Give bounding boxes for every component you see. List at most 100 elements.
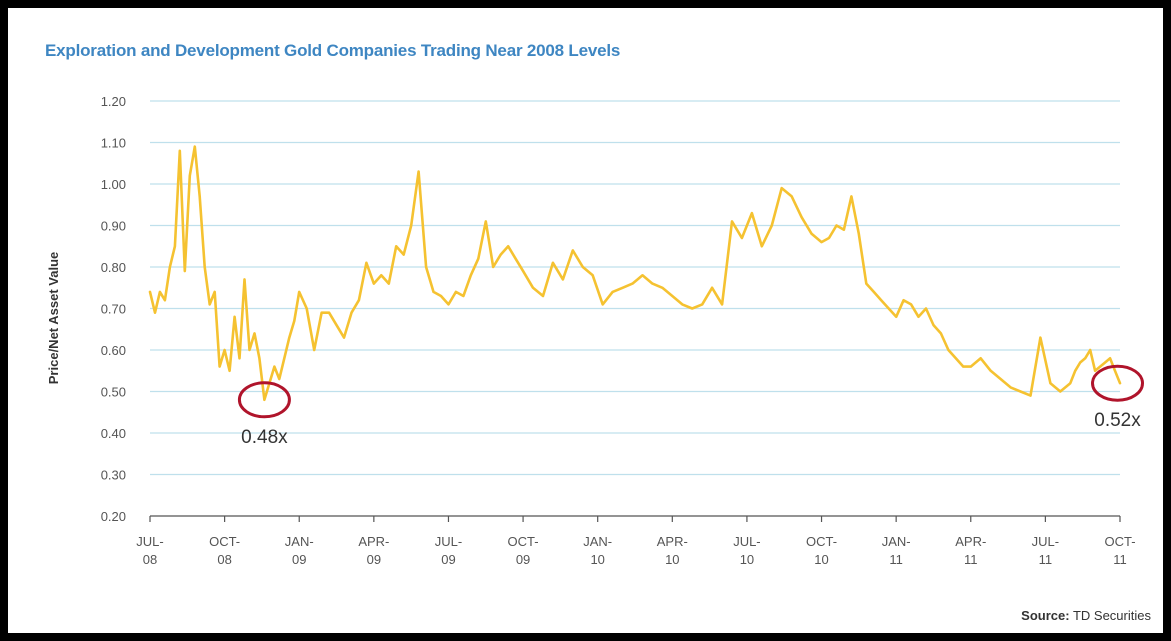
- data-point: [925, 307, 927, 310]
- data-point: [582, 266, 584, 268]
- data-point: [313, 349, 315, 351]
- data-point: [691, 307, 693, 310]
- x-tick-label: OCT-08: [209, 534, 240, 567]
- data-point: [154, 312, 156, 314]
- x-tick-label: JUL-09: [435, 534, 462, 567]
- chart-frame: Exploration and Development Gold Compani…: [8, 8, 1163, 633]
- source-value: TD Securities: [1072, 608, 1151, 623]
- data-point: [189, 175, 191, 177]
- data-point: [602, 303, 604, 305]
- data-point: [592, 274, 594, 276]
- data-point: [661, 287, 663, 289]
- x-tick-label: JUL-11: [1032, 534, 1059, 567]
- data-point: [174, 245, 176, 247]
- source-label: Source:: [1021, 608, 1070, 623]
- data-point: [500, 253, 502, 256]
- data-point: [288, 336, 290, 339]
- data-point: [940, 332, 942, 334]
- data-point: [542, 295, 544, 297]
- data-point: [283, 357, 285, 359]
- y-tick-label: 1.10: [101, 136, 126, 151]
- data-point: [970, 366, 972, 368]
- data-point: [711, 287, 713, 289]
- data-point: [149, 291, 151, 293]
- y-tick-label: 0.50: [101, 385, 126, 400]
- data-point: [350, 312, 353, 314]
- data-point: [1109, 357, 1111, 359]
- data-point: [395, 245, 397, 247]
- y-axis-label: Price/Net Asset Value: [46, 252, 61, 384]
- data-point: [273, 366, 275, 368]
- data-point: [532, 287, 534, 289]
- data-point: [761, 245, 763, 247]
- data-point: [820, 241, 823, 243]
- x-tick-label: JAN-09: [285, 534, 314, 567]
- data-point: [671, 295, 673, 297]
- y-tick-label: 1.00: [101, 177, 126, 192]
- data-point: [612, 291, 614, 293]
- data-point: [455, 291, 457, 293]
- data-point: [955, 357, 957, 359]
- data-point: [917, 316, 920, 318]
- x-tick-label: APR-09: [358, 534, 389, 567]
- data-point: [932, 324, 935, 326]
- data-point: [835, 224, 838, 227]
- data-point: [248, 349, 251, 351]
- data-point: [388, 283, 390, 285]
- data-point: [306, 307, 308, 310]
- data-point: [214, 291, 216, 293]
- data-point: [184, 270, 186, 272]
- annotation-circle: [1091, 364, 1145, 402]
- data-point: [447, 303, 450, 305]
- data-point: [194, 146, 196, 148]
- data-point: [233, 316, 236, 318]
- source-note: Source: TD Securities: [1021, 608, 1151, 623]
- data-point: [791, 195, 793, 198]
- x-tick-label: OCT-09: [508, 534, 539, 567]
- data-point: [850, 195, 852, 198]
- x-tick-label: OCT-10: [806, 534, 837, 567]
- data-point: [358, 299, 360, 301]
- x-tick-label: APR-10: [657, 534, 688, 567]
- data-point: [1069, 382, 1071, 384]
- data-point: [741, 237, 743, 239]
- data-point: [1000, 378, 1002, 380]
- data-point: [572, 249, 574, 251]
- data-point: [895, 316, 897, 318]
- y-tick-label: 0.80: [101, 260, 126, 275]
- data-point: [328, 312, 330, 314]
- data-point: [1119, 382, 1121, 384]
- data-point: [432, 291, 435, 293]
- data-point: [253, 332, 256, 334]
- data-point: [681, 303, 683, 305]
- data-point: [562, 278, 564, 281]
- data-point: [858, 233, 860, 235]
- data-point: [228, 370, 231, 372]
- data-point: [243, 278, 246, 281]
- data-point: [771, 224, 773, 227]
- data-point: [631, 283, 634, 285]
- data-point: [470, 274, 472, 276]
- data-point: [1029, 395, 1032, 397]
- data-point: [238, 357, 241, 359]
- data-point: [343, 336, 345, 339]
- data-point: [651, 283, 654, 285]
- x-tick-label: JAN-10: [583, 534, 612, 567]
- line-chart: 1.20 1.10 1.00 0.90 0.80 0.70 0.60 0.50 0.40 0.30…: [46, 94, 1145, 567]
- x-tick-label: JUL-10: [733, 534, 760, 567]
- data-point: [552, 262, 554, 264]
- data-point: [278, 378, 280, 380]
- data-point: [410, 224, 412, 227]
- x-tick-label: JUL-08: [136, 534, 163, 567]
- data-point: [810, 233, 813, 235]
- data-point: [1019, 390, 1022, 393]
- data-point: [1094, 370, 1096, 372]
- data-point: [962, 366, 964, 368]
- data-point: [403, 253, 405, 256]
- data-point: [418, 170, 420, 173]
- data-point: [721, 303, 723, 305]
- data-point: [731, 220, 733, 222]
- data-point: [621, 287, 624, 289]
- y-tick-label: 0.40: [101, 426, 126, 441]
- x-tick-label: JAN-11: [882, 534, 911, 567]
